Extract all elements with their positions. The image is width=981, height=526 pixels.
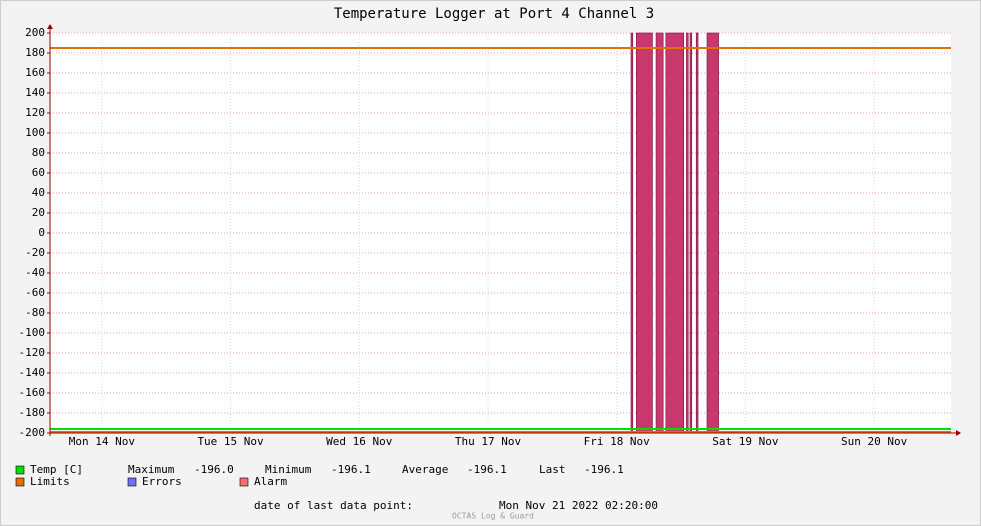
stat-name: Average	[402, 463, 448, 476]
y-tick-label: -100	[19, 326, 46, 339]
y-tick-label: 180	[25, 46, 45, 59]
y-tick-label: -80	[25, 306, 45, 319]
legend-swatch	[15, 477, 25, 487]
y-tick-label: -200	[19, 426, 46, 439]
legend-label: Limits	[30, 475, 70, 488]
y-tick-label: 60	[32, 166, 45, 179]
alarm-band	[630, 32, 634, 434]
y-tick-label: 200	[25, 26, 45, 39]
stat-name: Last	[539, 463, 566, 476]
x-tick-label: Sat 19 Nov	[712, 435, 779, 448]
y-tick-label: 0	[38, 226, 45, 239]
alarm-band	[706, 32, 719, 434]
y-tick-label: -20	[25, 246, 45, 259]
stat-value: -196.1	[584, 463, 624, 476]
y-tick-label: -180	[19, 406, 46, 419]
x-tick-label: Tue 15 Nov	[197, 435, 264, 448]
x-tick-label: Thu 17 Nov	[455, 435, 522, 448]
alarm-band	[665, 32, 685, 434]
stat-name: Minimum	[265, 463, 312, 476]
y-tick-label: 20	[32, 206, 45, 219]
y-tick-label: -140	[19, 366, 46, 379]
x-tick-label: Fri 18 Nov	[584, 435, 651, 448]
y-tick-label: 80	[32, 146, 45, 159]
watermark: OCTAS Log & Guard	[452, 512, 534, 521]
y-arrow	[47, 24, 53, 29]
y-tick-label: -60	[25, 286, 45, 299]
x-tick-label: Mon 14 Nov	[69, 435, 136, 448]
y-tick-label: 120	[25, 106, 45, 119]
x-tick-label: Sun 20 Nov	[841, 435, 908, 448]
footer-label: date of last data point:	[254, 499, 413, 512]
alarm-band	[655, 32, 664, 434]
y-tick-label: -160	[19, 386, 46, 399]
stat-value: -196.1	[331, 463, 371, 476]
legend-swatch	[15, 465, 25, 475]
y-tick-label: -40	[25, 266, 45, 279]
x-arrow	[956, 430, 961, 436]
alarm-band	[686, 32, 689, 434]
y-tick-label: 160	[25, 66, 45, 79]
legend-swatch	[239, 477, 249, 487]
legend-label: Errors	[142, 475, 182, 488]
y-tick-label: 140	[25, 86, 45, 99]
legend-label: Alarm	[254, 475, 287, 488]
footer-value: Mon Nov 21 2022 02:20:00	[499, 499, 658, 512]
y-tick-label: 100	[25, 126, 45, 139]
alarm-band	[695, 32, 699, 434]
legend-label: Temp [C]	[30, 463, 83, 476]
stat-value: -196.1	[467, 463, 507, 476]
x-tick-label: Wed 16 Nov	[326, 435, 393, 448]
y-tick-label: -120	[19, 346, 46, 359]
chart-title: Temperature Logger at Port 4 Channel 3	[334, 6, 654, 22]
legend-swatch	[127, 477, 137, 487]
alarm-band	[689, 32, 693, 434]
alarm-band	[636, 32, 653, 434]
y-tick-label: 40	[32, 186, 45, 199]
stat-name: Maximum	[128, 463, 175, 476]
stat-value: -196.0	[194, 463, 234, 476]
